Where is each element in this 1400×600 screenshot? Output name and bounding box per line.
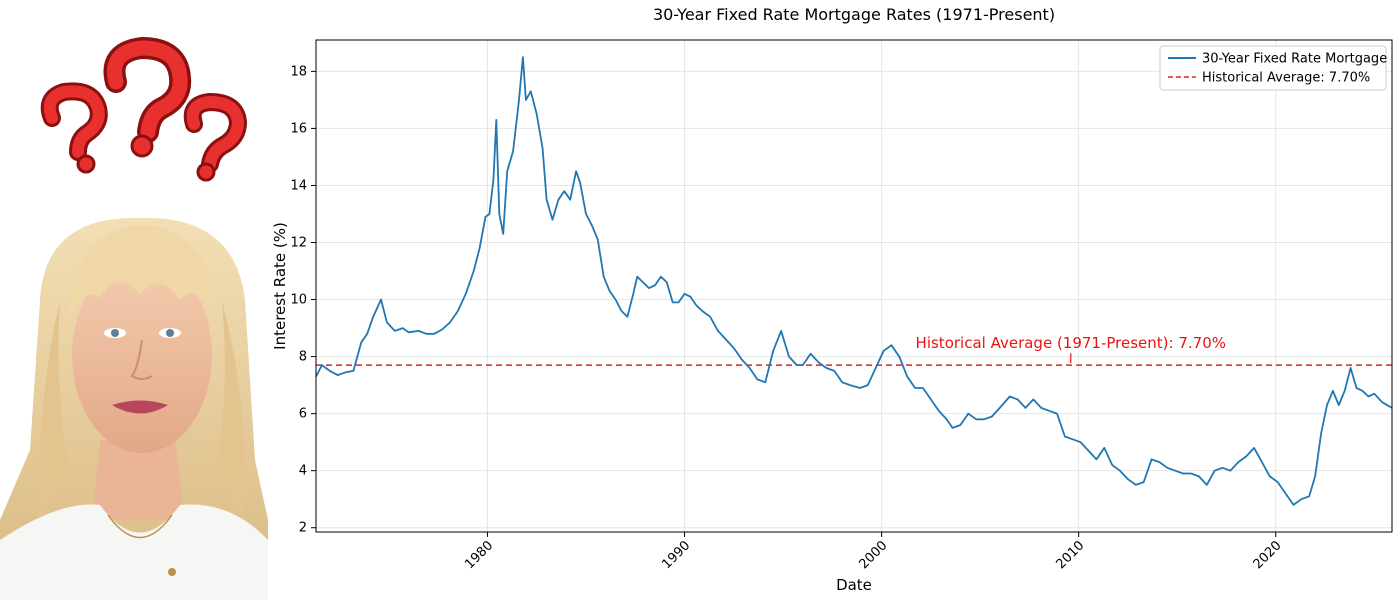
x-tick-label: 1980 (462, 538, 496, 572)
y-tick-label: 8 (299, 350, 307, 365)
y-tick-label: 18 (290, 64, 307, 79)
iris-right (166, 329, 174, 337)
hair-strand-left (39, 300, 70, 520)
x-tick-label: 2020 (1251, 538, 1285, 572)
y-tick-label: 2 (299, 521, 307, 536)
y-axis-ticks: 2 4 6 8 10 12 14 16 18 (290, 64, 316, 536)
necklace-pendant (168, 568, 176, 576)
annotation-layer: Historical Average (1971-Present): 7.70% (916, 334, 1226, 364)
x-axis-title: Date (836, 576, 872, 594)
legend: 30-Year Fixed Rate Mortgage Historical Av… (1159, 45, 1387, 91)
photo-panel (0, 0, 268, 600)
plot-frame (315, 39, 1393, 533)
question-mark-right-icon (183, 92, 248, 182)
chart-title: 30-Year Fixed Rate Mortgage Rates (1971-… (653, 5, 1055, 24)
legend-label: Historical Average: 7.70% (1202, 71, 1370, 86)
legend-box (1159, 45, 1387, 91)
nose (130, 339, 153, 380)
question-marks-icon (40, 36, 248, 182)
sweater (0, 504, 268, 600)
x-tick-label: 2010 (1053, 538, 1087, 572)
y-tick-label: 16 (290, 121, 307, 136)
annotation-label: Historical Average (1971-Present): 7.70% (916, 334, 1226, 352)
face (72, 257, 212, 453)
question-mark-center-icon (103, 36, 192, 158)
y-tick-label: 6 (299, 407, 307, 422)
necklace (107, 514, 173, 539)
lips (112, 400, 168, 414)
neck (92, 440, 185, 520)
x-tick-label: 1990 (659, 538, 693, 572)
question-mark-left-icon (40, 82, 108, 174)
y-tick-label: 4 (299, 464, 307, 479)
series-layer (315, 56, 1393, 506)
y-tick-label: 12 (290, 236, 307, 251)
y-tick-label: 10 (290, 293, 307, 308)
bangs (68, 225, 216, 320)
hair-strand-right (215, 300, 246, 520)
grid (316, 40, 1392, 532)
x-axis-ticks: 1980 1990 2000 2010 2020 (462, 532, 1285, 572)
x-tick-label: 2000 (856, 538, 890, 572)
y-tick-label: 14 (290, 178, 307, 193)
woman-portrait (0, 217, 268, 600)
y-axis-title: Interest Rate (%) (271, 222, 289, 350)
series-line-30yr-fixed (315, 56, 1393, 506)
legend-label: 30-Year Fixed Rate Mortgage (1202, 52, 1387, 67)
iris-left (111, 329, 119, 337)
